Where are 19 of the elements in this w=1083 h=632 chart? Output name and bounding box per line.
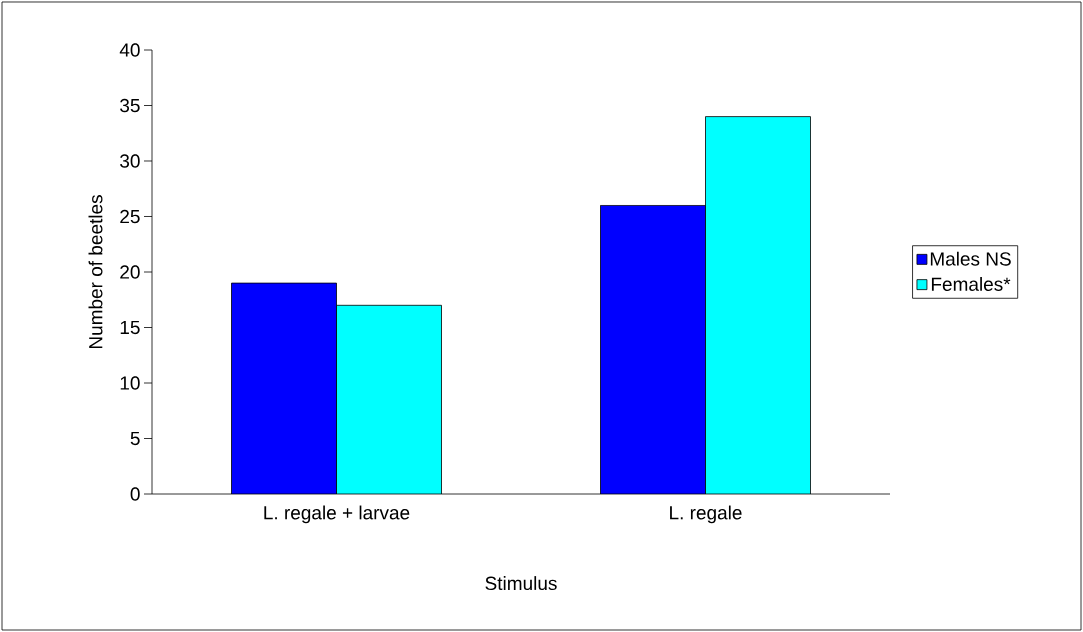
y-tick-label: 35 xyxy=(120,98,140,113)
y-tick-label: 10 xyxy=(120,376,140,390)
bar xyxy=(336,305,442,494)
legend-label: Males NS xyxy=(930,251,1011,266)
x-tick-label: L. regale + larvae xyxy=(264,505,410,524)
y-axis-title: Number of beetles xyxy=(88,195,103,349)
y-tick-label: 30 xyxy=(120,154,140,168)
y-tick-label: 15 xyxy=(120,320,140,335)
y-tick-label: 20 xyxy=(120,265,140,279)
bar xyxy=(231,283,337,494)
legend-label: Females* xyxy=(931,277,1011,291)
x-axis-title: Stimulus xyxy=(485,576,557,591)
bar xyxy=(600,205,706,494)
y-tick-label: 40 xyxy=(119,43,140,57)
y-tick-label: 5 xyxy=(130,431,140,446)
x-tick-label: L. regale xyxy=(670,505,742,524)
y-tick-label: 25 xyxy=(120,209,140,224)
bar xyxy=(705,116,811,494)
y-tick-label: 0 xyxy=(130,487,140,501)
